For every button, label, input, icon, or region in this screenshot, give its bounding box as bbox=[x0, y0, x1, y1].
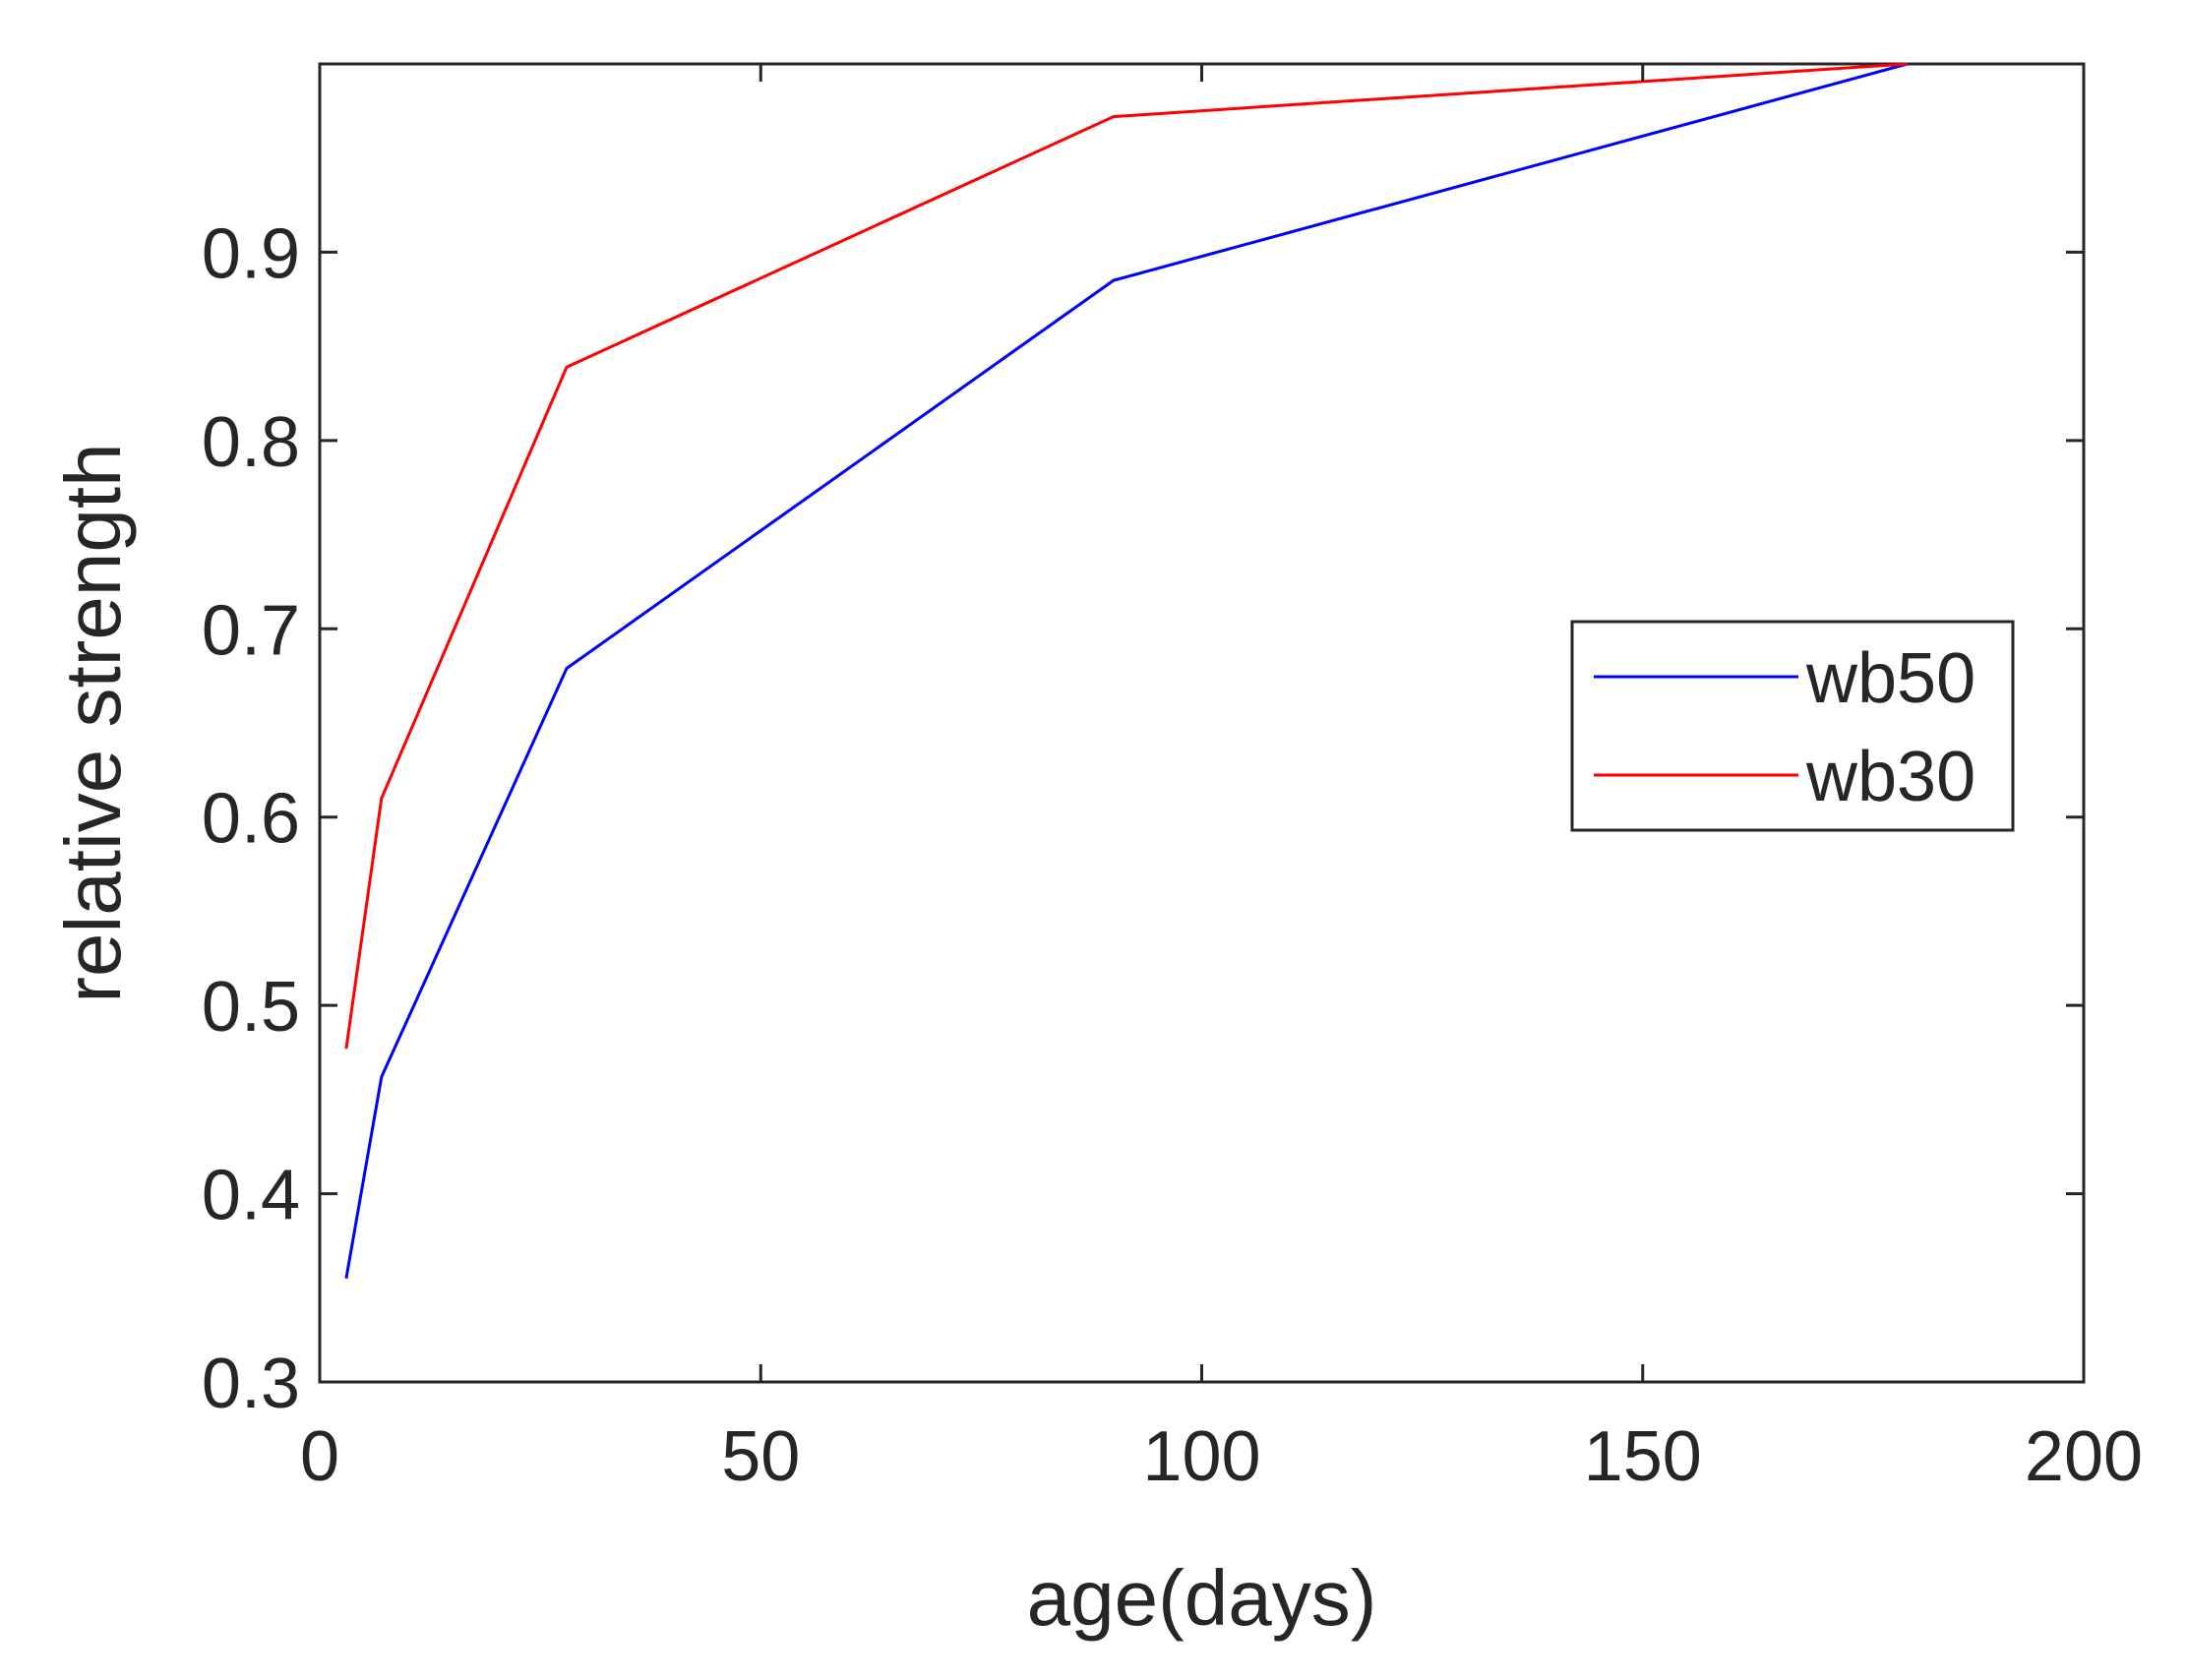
x-tick-label: 200 bbox=[2025, 1417, 2143, 1496]
y-tick-label: 0.5 bbox=[202, 968, 300, 1047]
x-axis-label: age(days) bbox=[1027, 1554, 1377, 1642]
legend-box bbox=[1570, 620, 2015, 832]
x-tick-label: 150 bbox=[1584, 1417, 1702, 1496]
series-line-wb30 bbox=[344, 62, 1908, 1050]
x-tick-label: 100 bbox=[1142, 1417, 1260, 1496]
legend-label-wb30: wb30 bbox=[1805, 738, 1975, 816]
y-tick-label: 0.4 bbox=[202, 1157, 300, 1235]
x-tick-label: 0 bbox=[300, 1417, 339, 1496]
y-tick-label: 0.6 bbox=[202, 780, 300, 859]
y-axis-label: relative strength bbox=[49, 443, 137, 1002]
y-tick-label: 0.7 bbox=[202, 591, 300, 670]
series-line-wb50 bbox=[344, 62, 1909, 1279]
series-layer bbox=[344, 62, 1909, 1279]
legend-label-wb50: wb50 bbox=[1805, 639, 1975, 718]
ticks-layer: 0 50 100 150 200 0.3 0.4 0.5 0.6 0.7 0.8 0.9 bbox=[202, 64, 2143, 1496]
y-tick-label: 0.3 bbox=[202, 1345, 300, 1423]
y-tick-label: 0.8 bbox=[202, 403, 300, 482]
x-tick-label: 50 bbox=[721, 1417, 800, 1496]
legend: wb50 wb30 bbox=[1570, 620, 2015, 832]
y-tick-label: 0.9 bbox=[202, 214, 300, 293]
